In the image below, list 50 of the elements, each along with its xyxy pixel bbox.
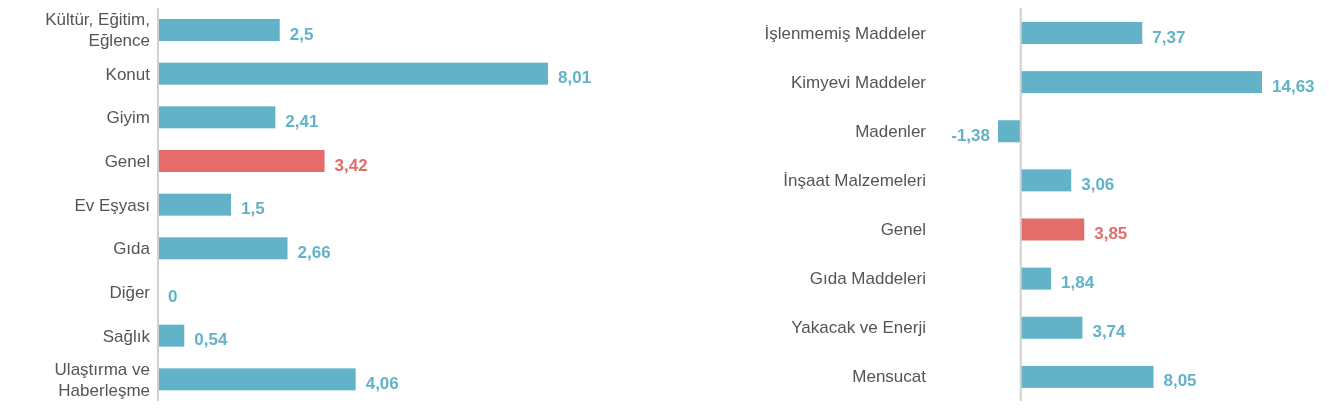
y-tick-label: Sağlık: [102, 326, 151, 345]
y-tick-label: Ulaştırma ve Haberleşme: [54, 359, 150, 400]
bar: [1020, 365, 1154, 388]
data-label: 0,54: [194, 330, 228, 350]
y-tick-label: Mensucat: [852, 366, 927, 386]
data-label: 2,5: [289, 24, 314, 44]
y-tick-label: Konut: [105, 64, 151, 83]
bar: [158, 324, 185, 347]
data-label: 8,05: [1163, 371, 1197, 391]
bar: [158, 62, 548, 85]
bar: [158, 237, 288, 260]
data-label: 2,66: [297, 242, 331, 262]
bar: [158, 150, 325, 172]
data-label: 0: [168, 286, 178, 306]
data-label: 1,84: [1061, 273, 1095, 293]
y-tick-label: Madenler: [855, 121, 927, 141]
bar: [1020, 316, 1083, 339]
y-tick-label: Kimyevi Maddeler: [790, 72, 927, 92]
y-tick-label: Genel: [880, 219, 926, 239]
bar: [1020, 71, 1262, 94]
data-label: 4,06: [365, 373, 399, 393]
data-label: 8,01: [558, 68, 592, 88]
data-label: 3,42: [334, 155, 368, 175]
data-label: 3,06: [1081, 174, 1115, 194]
y-tick-label: Giyim: [106, 107, 150, 127]
data-label: -1,38: [951, 125, 990, 145]
y-tick-label: Gıda Maddeleri: [809, 268, 926, 288]
data-label: 14,63: [1272, 76, 1315, 96]
data-label: 3,85: [1094, 224, 1128, 243]
bar: [1020, 218, 1085, 241]
bar: [1020, 22, 1143, 44]
data-label: 1,5: [241, 199, 265, 219]
bar: [158, 106, 276, 129]
bar: [1020, 169, 1072, 192]
bar: [158, 368, 356, 391]
y-tick-label: İnşaat Malzemeleri: [783, 170, 926, 190]
y-tick-label: İşlenmemiş Maddeler: [764, 23, 927, 43]
bar: [158, 193, 232, 216]
y-tick-label: Yakacak ve Enerji: [791, 317, 926, 337]
data-label: 7,37: [1152, 27, 1186, 47]
y-tick-label: Genel: [104, 151, 150, 171]
data-label: 3,74: [1092, 322, 1127, 342]
y-tick-label: Gıda: [113, 238, 151, 258]
y-tick-label: Diğer: [109, 282, 151, 302]
y-tick-label: Ev Eşyası: [74, 195, 150, 214]
bar: [1020, 267, 1052, 290]
bar: [158, 19, 280, 41]
data-label: 2,41: [285, 111, 319, 131]
bar: [998, 120, 1021, 143]
y-tick-label: Kültür, Eğitim, Eğlence: [45, 9, 150, 50]
